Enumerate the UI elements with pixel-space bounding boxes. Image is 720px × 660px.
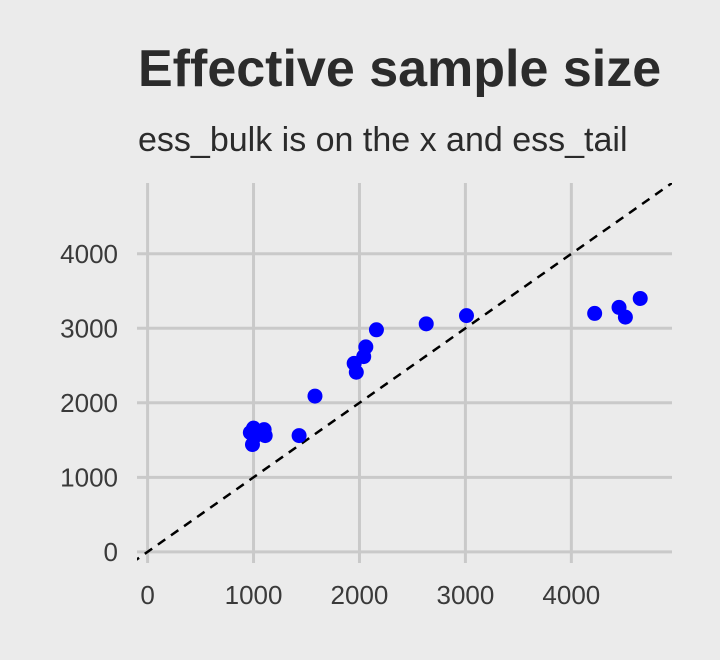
reference-line xyxy=(137,183,672,561)
data-point xyxy=(632,290,648,306)
data-point xyxy=(617,309,633,325)
chart-subtitle: ess_bulk is on the x and ess_tail xyxy=(138,121,628,159)
data-point xyxy=(358,339,374,355)
y-tick-label: 4000 xyxy=(60,239,118,269)
data-point xyxy=(291,428,307,444)
y-tick-label: 3000 xyxy=(60,313,118,343)
data-point xyxy=(458,308,474,324)
y-axis-tick-labels: 0 1000 2000 3000 4000 xyxy=(60,239,118,567)
data-point xyxy=(257,428,273,444)
x-tick-label: 0 xyxy=(140,580,154,610)
data-points xyxy=(242,290,648,453)
x-tick-label: 3000 xyxy=(436,580,494,610)
x-tick-label: 1000 xyxy=(225,580,283,610)
data-point xyxy=(307,388,323,404)
x-tick-label: 2000 xyxy=(331,580,389,610)
grid-lines xyxy=(137,183,672,563)
y-tick-label: 0 xyxy=(104,537,118,567)
data-point xyxy=(418,316,434,332)
y-tick-label: 2000 xyxy=(60,388,118,418)
data-point xyxy=(587,305,603,321)
data-point xyxy=(348,364,364,380)
chart-title: Effective sample size xyxy=(138,40,662,98)
data-point xyxy=(368,322,384,338)
x-axis-tick-labels: 0 1000 2000 3000 4000 xyxy=(140,580,600,610)
reference-line-group xyxy=(137,183,672,561)
y-tick-label: 1000 xyxy=(60,462,118,492)
x-tick-label: 4000 xyxy=(542,580,600,610)
